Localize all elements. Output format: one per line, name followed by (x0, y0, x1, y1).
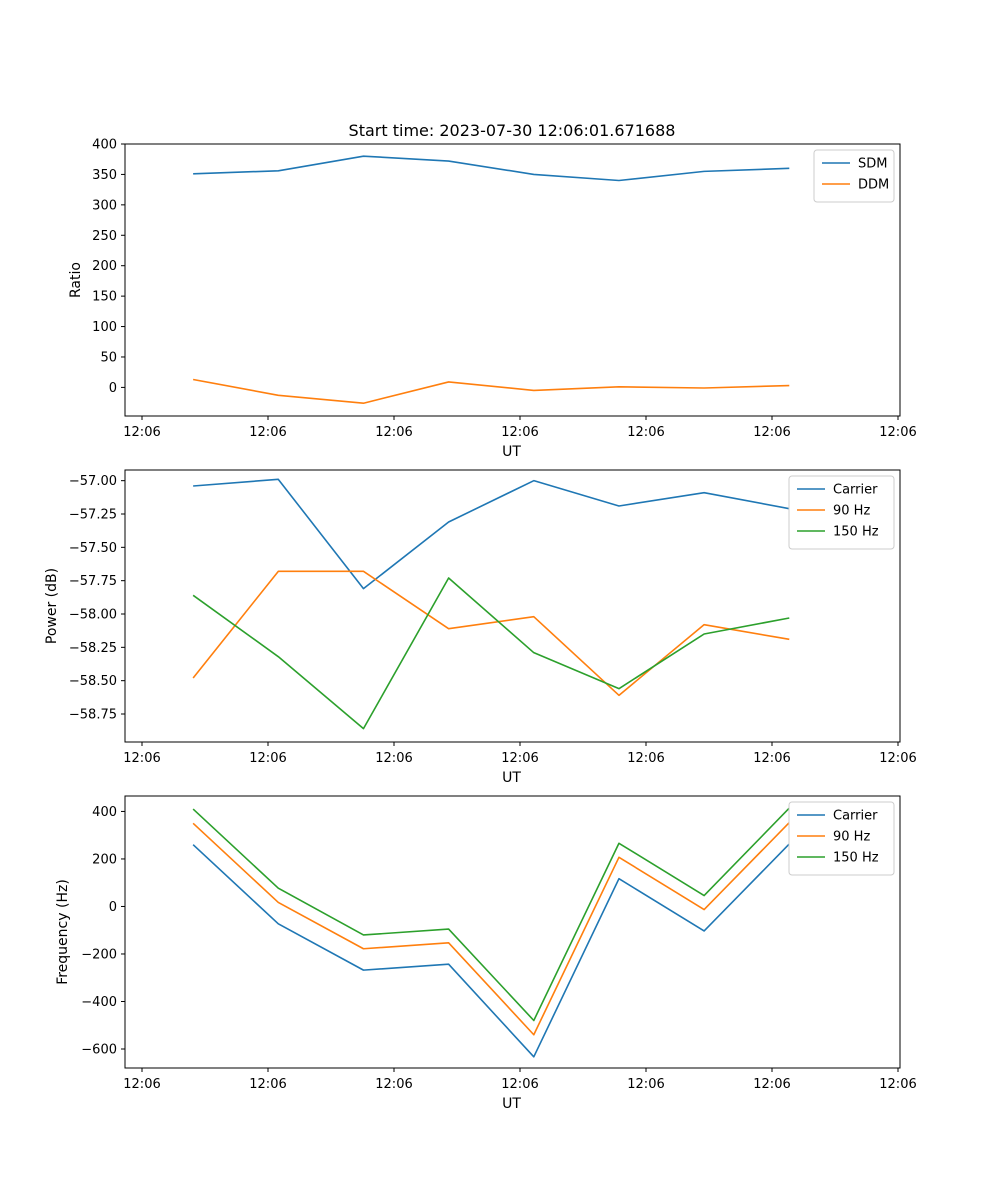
y-tick-label: −57.50 (69, 541, 117, 556)
y-tick-label: 50 (100, 350, 117, 365)
y-tick-label: 350 (92, 168, 117, 183)
power-axes-frame (124, 469, 901, 743)
y-tick-label: −58.50 (69, 674, 117, 689)
x-tick-label: 12:06 (879, 425, 916, 440)
y-tick-label: −58.25 (69, 641, 117, 656)
legend-label: SDM (858, 157, 887, 172)
x-tick-label: 12:06 (627, 751, 664, 766)
y-tick-label: 300 (92, 198, 117, 213)
ratio-legend: SDM DDM (813, 149, 895, 203)
x-axis-label: UT (502, 1096, 521, 1112)
y-tick-label: 200 (92, 852, 117, 867)
series-line-90-hz (192, 570, 790, 697)
y-tick-label: 150 (92, 290, 117, 305)
power-panel: 12:0612:0612:0612:0612:0612:0612:0612:07… (44, 469, 917, 786)
y-tick-label: −58.00 (69, 608, 117, 623)
x-tick-label: 12:06 (501, 1077, 538, 1092)
legend-label: 150 Hz (833, 525, 879, 540)
ratio-axes-frame (124, 143, 901, 417)
series-line-150-hz (192, 577, 790, 730)
y-axis-label: Power (dB) (44, 568, 60, 644)
chart-title: Start time: 2023-07-30 12:06:01.671688 (349, 121, 676, 140)
y-tick-label: 0 (109, 900, 117, 915)
power-legend: Carrier 90 Hz 150 Hz (788, 475, 895, 550)
x-tick-label: 12:06 (627, 425, 664, 440)
x-tick-label: 12:06 (123, 425, 160, 440)
x-tick-label: 12:06 (123, 1077, 160, 1092)
y-tick-label: 100 (92, 320, 117, 335)
x-tick-label: 12:06 (123, 751, 160, 766)
y-tick-label: −57.00 (69, 474, 117, 489)
legend-label: DDM (858, 178, 889, 193)
x-tick-label: 12:06 (249, 1077, 286, 1092)
y-tick-label: 250 (92, 229, 117, 244)
series-line-sdm (193, 155, 790, 182)
legend-label: 150 Hz (833, 851, 879, 866)
y-tick-label: 400 (92, 138, 117, 153)
x-tick-label: 12:06 (753, 425, 790, 440)
x-tick-label: 12:06 (249, 751, 286, 766)
x-tick-label: 12:06 (501, 425, 538, 440)
ratio-panel: 12:0612:0612:0612:0612:0612:0612:0612:07… (68, 138, 917, 461)
x-tick-label: 12:06 (375, 751, 412, 766)
x-tick-label: 12:06 (627, 1077, 664, 1092)
legend-label: Carrier (833, 483, 878, 498)
x-tick-label: 12:06 (879, 1077, 916, 1092)
series-line-150-hz (192, 807, 790, 1022)
y-axis-label: Frequency (Hz) (55, 879, 71, 985)
series-line-carrier (193, 478, 790, 590)
legend-label: 90 Hz (833, 504, 870, 519)
y-tick-label: 400 (92, 805, 117, 820)
y-tick-label: −600 (81, 1042, 117, 1057)
x-tick-label: 12:06 (753, 751, 790, 766)
y-tick-label: −400 (81, 995, 117, 1010)
x-axis-label: UT (502, 770, 521, 786)
y-tick-label: −57.75 (69, 574, 117, 589)
frequency-legend: Carrier 90 Hz 150 Hz (788, 801, 895, 876)
y-tick-label: −200 (81, 947, 117, 962)
y-tick-label: 200 (92, 259, 117, 274)
x-tick-label: 12:06 (375, 425, 412, 440)
y-tick-label: 0 (109, 381, 117, 396)
x-tick-label: 12:06 (501, 751, 538, 766)
y-axis-label: Ratio (68, 262, 84, 298)
y-tick-label: −58.75 (69, 708, 117, 723)
frequency-axes-frame (124, 795, 901, 1069)
x-tick-label: 12:06 (753, 1077, 790, 1092)
series-line-ddm (192, 378, 790, 405)
x-tick-label: 12:06 (249, 425, 286, 440)
y-tick-label: −57.25 (69, 508, 117, 523)
x-axis-label: UT (502, 444, 521, 460)
x-tick-label: 12:06 (375, 1077, 412, 1092)
legend-label: 90 Hz (833, 830, 870, 845)
series-line-90-hz (192, 822, 790, 1036)
series-line-carrier (192, 843, 790, 1058)
legend-label: Carrier (833, 809, 878, 824)
frequency-panel: 12:0612:0612:0612:0612:0612:0612:0612:07… (55, 795, 917, 1112)
x-tick-label: 12:06 (879, 751, 916, 766)
